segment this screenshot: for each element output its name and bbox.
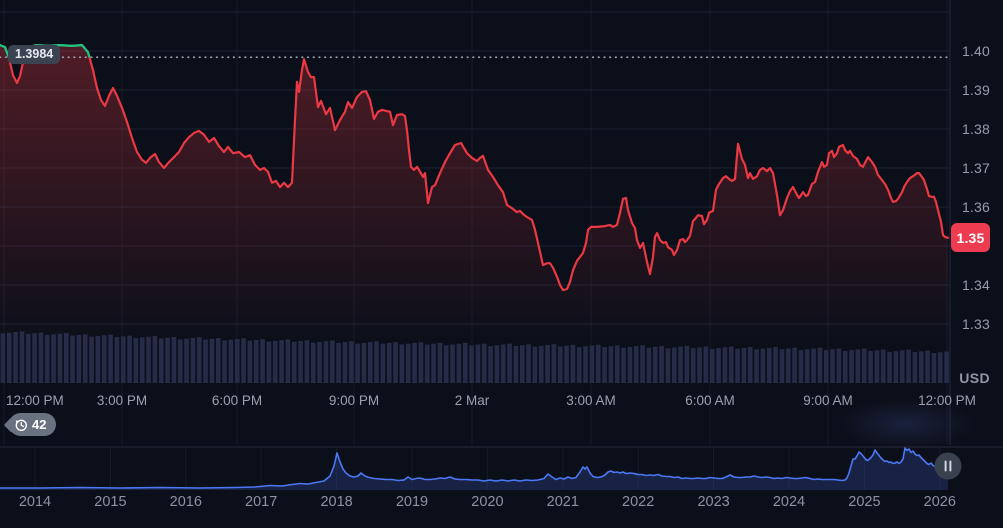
pause-icon <box>949 460 952 472</box>
open-price-label: 1.3984 <box>8 45 61 65</box>
pause-icon <box>944 460 947 472</box>
countdown-history-clock-icon <box>14 418 28 432</box>
last-price-badge: 1.35 <box>951 223 990 253</box>
countdown-value: 42 <box>32 417 47 432</box>
main-price-chart[interactable] <box>0 0 1003 445</box>
range-navigator[interactable] <box>0 445 1003 528</box>
countdown-badge: 42 <box>3 413 57 436</box>
navigator-pause-handle[interactable] <box>934 452 962 480</box>
